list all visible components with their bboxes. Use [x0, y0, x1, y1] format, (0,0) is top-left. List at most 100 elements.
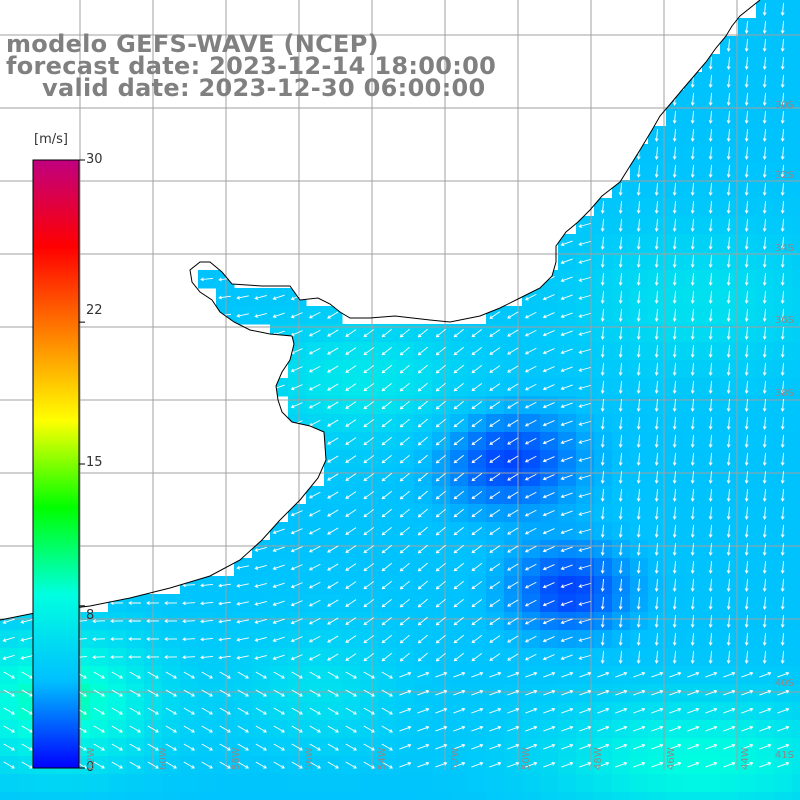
speed-cell	[324, 792, 343, 800]
wind-vector	[507, 563, 519, 571]
wind-vector	[780, 434, 785, 448]
wind-vector	[672, 308, 677, 322]
wind-vector	[345, 383, 357, 391]
wind-vector	[600, 218, 605, 232]
wind-vector	[654, 650, 659, 664]
wind-vector	[236, 565, 249, 570]
wind-vector	[672, 614, 677, 628]
valid-date: valid date: 2023-12-30 06:00:00	[42, 74, 486, 102]
wind-vector	[560, 420, 573, 427]
wind-vector	[759, 707, 772, 714]
wind-vector	[687, 725, 700, 732]
wind-vector	[399, 562, 410, 572]
wind-vector	[524, 383, 537, 391]
speed-cell	[144, 792, 163, 800]
wind-vector	[726, 380, 731, 394]
wind-vector	[708, 182, 713, 196]
wind-vector	[237, 689, 249, 697]
wind-vector	[327, 491, 339, 499]
wind-vector	[762, 308, 767, 322]
wind-vector	[690, 182, 695, 196]
wind-vector	[762, 506, 767, 520]
speed-cell	[792, 450, 800, 469]
wind-vector	[762, 578, 767, 592]
wind-vector	[291, 761, 303, 769]
wind-vector	[578, 546, 591, 552]
wind-vector	[560, 456, 573, 463]
speed-cell	[90, 792, 109, 800]
wind-vector	[471, 545, 483, 554]
speed-cell	[792, 756, 800, 775]
wind-vector	[309, 725, 321, 733]
colorbar-gradient	[32, 159, 80, 769]
wind-vector	[254, 618, 267, 624]
wind-vector	[201, 707, 213, 715]
wind-vector	[636, 326, 641, 340]
wind-vector	[147, 725, 159, 733]
wind-vector	[381, 328, 392, 338]
wind-vector	[507, 329, 519, 337]
speed-cell	[774, 774, 793, 793]
wind-vector	[780, 200, 785, 214]
wind-vector	[507, 365, 519, 373]
wind-vector	[690, 326, 695, 340]
wind-vector	[417, 725, 430, 732]
speed-cell	[522, 792, 541, 800]
wind-vector	[762, 74, 767, 88]
wind-vector	[236, 637, 249, 642]
speed-cell	[414, 792, 433, 800]
wind-vector	[507, 689, 520, 696]
wind-vector	[690, 146, 695, 160]
wind-vector	[399, 761, 412, 768]
wind-vector	[471, 509, 483, 518]
wind-vector	[560, 600, 573, 607]
speed-cell	[540, 792, 559, 800]
wind-vector	[654, 632, 659, 646]
wind-vector	[579, 743, 592, 750]
wind-vector	[542, 618, 555, 625]
wind-vector	[636, 272, 641, 286]
wind-vector	[726, 290, 731, 304]
wind-vector	[218, 619, 232, 624]
wind-vector	[543, 689, 556, 696]
lon-label: 56W	[304, 747, 315, 770]
wind-vector	[726, 362, 731, 376]
wind-vector	[218, 655, 232, 660]
wind-vector	[633, 725, 646, 732]
wind-vector	[21, 671, 33, 679]
wind-vector	[308, 545, 321, 553]
speed-cell	[666, 774, 685, 793]
speed-cell	[792, 630, 800, 649]
wind-vector	[291, 671, 303, 679]
wind-vector	[381, 671, 393, 679]
wind-vector	[218, 583, 232, 588]
wind-vector	[453, 761, 466, 768]
wind-vector	[705, 707, 718, 714]
wind-vector	[255, 725, 267, 733]
wind-vector	[615, 671, 628, 678]
wind-vector	[417, 707, 430, 714]
wind-vector	[453, 400, 464, 410]
wind-vector	[759, 671, 772, 678]
speed-cell	[234, 774, 253, 793]
wind-vector	[417, 634, 428, 644]
wind-vector	[636, 452, 641, 466]
wind-vector	[762, 128, 767, 142]
wind-vector	[92, 619, 106, 624]
wind-vector	[708, 110, 713, 124]
wind-vector	[762, 182, 767, 196]
wind-vector	[524, 473, 537, 481]
wind-vector	[435, 725, 448, 732]
wind-vector	[672, 542, 677, 556]
wind-vector	[273, 725, 285, 733]
wind-vector	[618, 344, 623, 358]
wind-vector	[762, 56, 767, 70]
wind-vector	[21, 761, 33, 769]
wind-vector	[3, 671, 15, 679]
wind-vector	[345, 329, 357, 337]
model-title: modelo GEFS-WAVE (NCEP)	[6, 30, 379, 58]
wind-vector	[435, 689, 448, 696]
wind-vector	[453, 544, 464, 554]
wind-vector	[272, 600, 285, 607]
wind-vector	[542, 384, 555, 391]
